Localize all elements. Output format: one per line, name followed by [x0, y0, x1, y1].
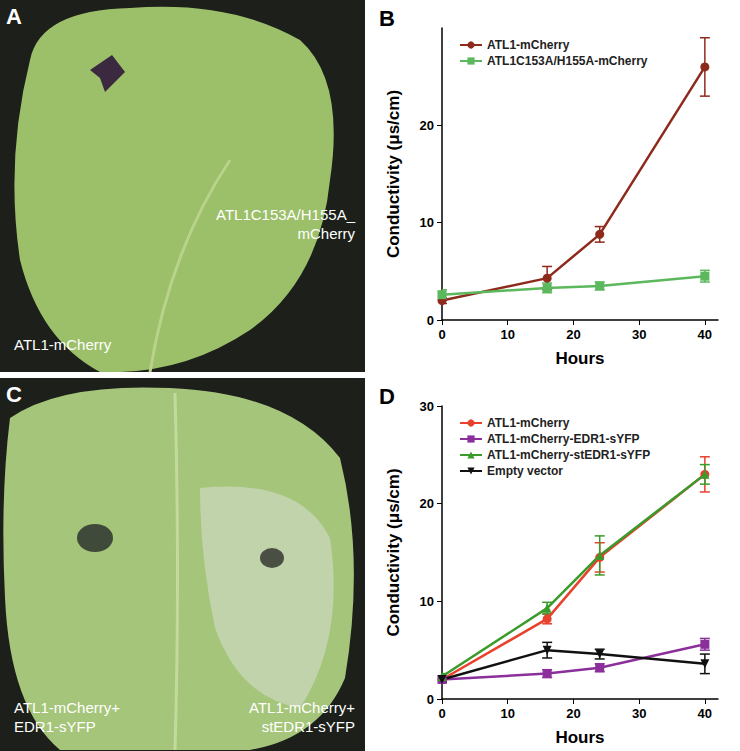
svg-text:10: 10: [500, 706, 514, 721]
svg-text:mCherry: mCherry: [297, 225, 355, 242]
svg-text:10: 10: [420, 594, 434, 609]
svg-text:ATL1-mCherry+: ATL1-mCherry+: [249, 699, 355, 716]
svg-text:ATL1-mCherry: ATL1-mCherry: [14, 336, 112, 353]
svg-text:30: 30: [420, 399, 434, 414]
svg-text:Conductivity (μs/cm): Conductivity (μs/cm): [384, 90, 403, 258]
svg-text:0: 0: [427, 692, 434, 707]
svg-text:10: 10: [420, 215, 434, 230]
svg-text:B: B: [379, 6, 395, 31]
svg-text:Empty vector: Empty vector: [487, 464, 563, 478]
svg-text:10: 10: [500, 327, 514, 342]
svg-text:20: 20: [420, 496, 434, 511]
svg-text:ATL1C153A/H155A_: ATL1C153A/H155A_: [216, 206, 356, 223]
svg-text:ATL1-mCherry-EDR1-sYFP: ATL1-mCherry-EDR1-sYFP: [487, 432, 639, 446]
svg-text:Hours: Hours: [555, 349, 604, 368]
svg-text:30: 30: [632, 327, 646, 342]
svg-text:stEDR1-sYFP: stEDR1-sYFP: [262, 718, 355, 735]
svg-text:ATL1-mCherry: ATL1-mCherry: [487, 416, 570, 430]
svg-text:D: D: [379, 384, 395, 409]
svg-text:20: 20: [420, 118, 434, 133]
svg-text:Conductivity (μs/cm): Conductivity (μs/cm): [384, 468, 403, 636]
svg-text:40: 40: [698, 706, 712, 721]
svg-text:20: 20: [566, 327, 580, 342]
svg-text:30: 30: [632, 706, 646, 721]
svg-text:ATL1-mCherry: ATL1-mCherry: [487, 38, 570, 52]
svg-text:0: 0: [427, 313, 434, 328]
svg-text:20: 20: [566, 706, 580, 721]
svg-text:0: 0: [438, 706, 445, 721]
svg-text:C: C: [6, 382, 22, 407]
svg-text:Hours: Hours: [555, 728, 604, 747]
svg-text:0: 0: [438, 327, 445, 342]
svg-text:ATL1-mCherry+: ATL1-mCherry+: [14, 699, 120, 716]
svg-text:ATL1C153A/H155A-mCherry: ATL1C153A/H155A-mCherry: [487, 54, 648, 68]
svg-text:ATL1-mCherry-stEDR1-sYFP: ATL1-mCherry-stEDR1-sYFP: [487, 448, 650, 462]
svg-text:A: A: [6, 4, 22, 29]
svg-text:EDR1-sYFP: EDR1-sYFP: [14, 718, 96, 735]
svg-text:40: 40: [698, 327, 712, 342]
